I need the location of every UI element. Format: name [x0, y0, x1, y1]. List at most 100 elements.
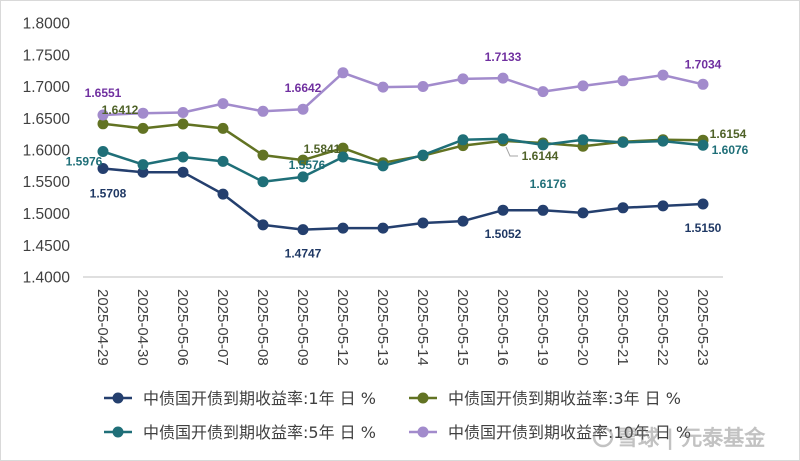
data-label: 1.5976: [66, 155, 103, 169]
y-tick-label: 1.6500: [23, 111, 71, 128]
data-label: 1.5052: [485, 227, 522, 241]
plot-area: [97, 67, 709, 236]
data-point: [417, 149, 429, 161]
x-tick-label: 2025-05-09: [294, 289, 311, 366]
data-point: [697, 198, 709, 210]
y-tick-label: 1.7000: [23, 79, 71, 96]
data-point: [257, 176, 269, 188]
x-tick-label: 2025-05-12: [334, 289, 351, 366]
legend-label-1y: 中债国开债到期收益率:1年 日 %: [143, 389, 376, 408]
data-label: 1.6154: [710, 127, 747, 141]
data-label: 1.5576: [289, 158, 326, 172]
watermark-text: 雪球 | 元泰基金: [617, 426, 766, 451]
legend-item-10y: 中债国开债到期收益率:10年 日 %: [409, 423, 691, 442]
data-point: [537, 86, 549, 98]
data-point: [617, 136, 629, 148]
x-tick-label: 2025-05-22: [654, 289, 671, 366]
data-point: [217, 98, 229, 110]
data-point: [457, 215, 469, 227]
data-point: [657, 200, 669, 212]
x-tick-label: 2025-05-13: [374, 289, 391, 366]
legend-label-3y: 中债国开债到期收益率:3年 日 %: [448, 389, 681, 408]
data-point: [257, 149, 269, 161]
data-point: [377, 222, 389, 234]
data-point: [297, 103, 309, 115]
data-point: [657, 135, 669, 147]
y-tick-label: 1.5500: [23, 174, 71, 191]
data-point: [337, 151, 349, 163]
data-point: [217, 188, 229, 200]
data-point: [697, 78, 709, 90]
data-point: [697, 139, 709, 151]
y-tick-label: 1.4000: [23, 270, 71, 287]
watermark: 雪球 | 元泰基金: [592, 426, 766, 451]
series-line: [102, 137, 704, 183]
data-point: [617, 202, 629, 214]
data-point: [337, 222, 349, 234]
legend-marker: [112, 392, 124, 404]
data-point: [457, 73, 469, 85]
data-point: [537, 204, 549, 216]
data-point: [177, 166, 189, 178]
data-point: [577, 134, 589, 146]
x-tick-label: 2025-05-23: [694, 289, 711, 366]
x-tick-label: 2025-05-19: [534, 289, 551, 366]
data-point: [417, 217, 429, 229]
data-label: 1.7133: [485, 50, 522, 64]
data-point: [377, 81, 389, 93]
y-tick-label: 1.7500: [23, 47, 71, 64]
data-point: [217, 122, 229, 134]
x-tick-label: 2025-05-08: [254, 289, 271, 366]
data-label: 1.6176: [530, 177, 567, 191]
x-tick-label: 2025-05-14: [414, 289, 431, 366]
data-point: [497, 72, 509, 84]
series-3: [97, 67, 709, 121]
data-point: [297, 224, 309, 236]
data-label: 1.6551: [85, 86, 122, 100]
data-point: [577, 80, 589, 92]
x-tick-label: 2025-05-21: [614, 289, 631, 366]
data-label: 1.7034: [685, 57, 722, 71]
y-tick-label: 1.5000: [23, 206, 71, 223]
series-2: [97, 133, 709, 188]
x-tick-label: 2025-05-20: [574, 289, 591, 366]
data-point: [177, 118, 189, 130]
data-label: 1.6144: [522, 149, 559, 163]
data-point: [177, 151, 189, 163]
data-point: [377, 160, 389, 172]
data-label: 1.4747: [285, 247, 322, 261]
data-point: [137, 166, 149, 178]
data-point: [577, 207, 589, 219]
x-tick-label: 2025-05-15: [454, 289, 471, 366]
data-point: [297, 171, 309, 183]
y-tick-label: 1.6000: [23, 143, 71, 160]
data-label: 1.5150: [685, 221, 722, 235]
data-point: [217, 155, 229, 167]
data-point: [177, 107, 189, 118]
legend-item-3y: 中债国开债到期收益率:3年 日 %: [409, 389, 681, 408]
legend-marker: [417, 392, 429, 404]
series-line: [102, 71, 704, 117]
data-point: [337, 67, 349, 79]
legend-item-1y: 中债国开债到期收益率:1年 日 %: [104, 389, 376, 408]
data-point: [497, 133, 509, 145]
series-line: [102, 122, 704, 164]
data-label: 1.6076: [712, 143, 749, 157]
x-tick-label: 2025-05-07: [214, 289, 231, 366]
data-label: 1.5708: [90, 187, 127, 201]
data-point: [137, 107, 149, 119]
legend-item-5y: 中债国开债到期收益率:5年 日 %: [104, 423, 376, 442]
legend: 中债国开债到期收益率:1年 日 % 中债国开债到期收益率:3年 日 % 中债国开…: [104, 389, 691, 442]
data-point: [137, 159, 149, 171]
data-point: [97, 163, 109, 174]
data-label: 1.6642: [285, 81, 322, 95]
legend-label-10y: 中债国开债到期收益率:10年 日 %: [448, 423, 691, 442]
data-point: [617, 75, 629, 87]
legend-marker: [417, 426, 429, 438]
x-tick-label: 2025-05-16: [494, 289, 511, 366]
data-point: [257, 105, 269, 117]
data-point: [137, 122, 149, 134]
data-label: 1.6412: [102, 103, 139, 117]
data-point: [257, 219, 269, 231]
